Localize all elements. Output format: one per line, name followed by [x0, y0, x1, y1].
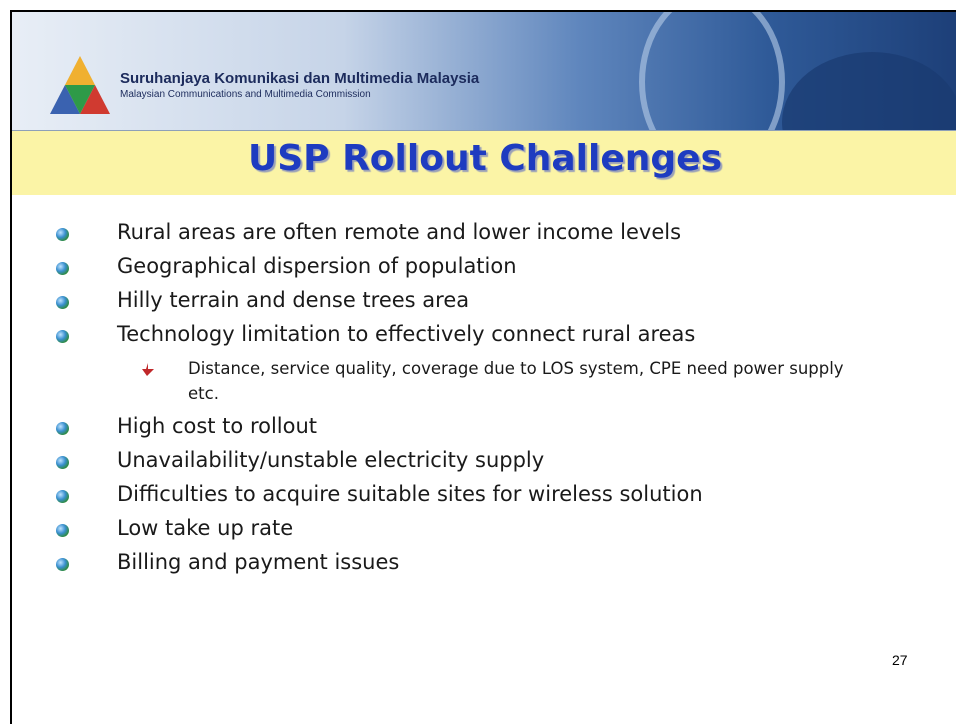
bullet-text: Hilly terrain and dense trees area: [117, 288, 469, 312]
sub-bullet-text: Distance, service quality, coverage due …: [188, 356, 878, 406]
header: Suruhanjaya Komunikasi dan Multimedia Ma…: [12, 12, 956, 131]
bullet-text: Geographical dispersion of population: [117, 254, 517, 278]
bullet-icon: [56, 228, 69, 241]
org-name: Suruhanjaya Komunikasi dan Multimedia Ma…: [120, 70, 479, 87]
org-name-en: Malaysian Communications and Multimedia …: [120, 89, 371, 100]
slide: Suruhanjaya Komunikasi dan Multimedia Ma…: [10, 10, 956, 724]
sub-bullet-icon: [140, 362, 156, 381]
bullet-text: Rural areas are often remote and lower i…: [117, 220, 681, 244]
bullet-text: Low take up rate: [117, 516, 293, 540]
bullet-icon: [56, 558, 69, 571]
bullet-icon: [56, 296, 69, 309]
bullet-text: Technology limitation to effectively con…: [117, 322, 695, 346]
bullet-icon: [56, 262, 69, 275]
bullet-icon: [56, 456, 69, 469]
bullet-text: Billing and payment issues: [117, 550, 399, 574]
bullet-icon: [56, 422, 69, 435]
page-number: 27: [892, 652, 908, 668]
bullet-text: High cost to rollout: [117, 414, 317, 438]
globe: [782, 52, 956, 130]
bullet-icon: [56, 490, 69, 503]
bullet-text: Unavailability/unstable electricity supp…: [117, 448, 544, 472]
bullet-icon: [56, 524, 69, 537]
slide-title: USP Rollout Challenges: [12, 138, 956, 179]
bullet-icon: [56, 330, 69, 343]
dish: [642, 12, 782, 130]
logo-part: [65, 56, 95, 85]
bullet-text: Difficulties to acquire suitable sites f…: [117, 482, 703, 506]
